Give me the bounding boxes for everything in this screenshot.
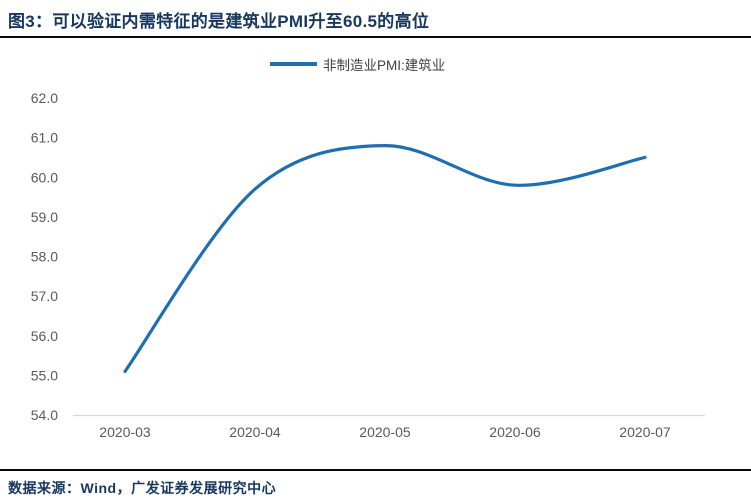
x-tick-label: 2020-06: [489, 424, 541, 440]
y-tick-label: 60.0: [31, 169, 58, 185]
figure-footer: 数据来源：Wind，广发证券发展研究中心: [0, 469, 751, 498]
y-tick-label: 57.0: [31, 288, 58, 304]
y-tick-label: 61.0: [31, 130, 58, 146]
source-note: 数据来源：Wind，广发证券发展研究中心: [8, 480, 277, 496]
y-tick-label: 55.0: [31, 367, 58, 383]
y-tick-label: 62.0: [31, 90, 58, 106]
y-tick-label: 54.0: [31, 407, 58, 423]
y-tick-label: 56.0: [31, 328, 58, 344]
y-tick-label: 59.0: [31, 209, 58, 225]
series-line: [123, 143, 647, 373]
legend-label: 非制造业PMI:建筑业: [323, 58, 446, 73]
x-tick-label: 2020-05: [359, 424, 411, 440]
legend-line-swatch-icon: [270, 62, 317, 66]
page-title: 图3：可以验证内需特征的是建筑业PMI升至60.5的高位: [8, 12, 430, 31]
x-tick-label: 2020-07: [619, 424, 671, 440]
x-tick-label: 2020-03: [99, 424, 151, 440]
chart-legend: 非制造业PMI:建筑业: [270, 56, 446, 73]
y-tick-label: 58.0: [31, 249, 58, 265]
figure-header: 图3：可以验证内需特征的是建筑业PMI升至60.5的高位: [0, 0, 751, 38]
x-tick-label: 2020-04: [229, 424, 281, 440]
